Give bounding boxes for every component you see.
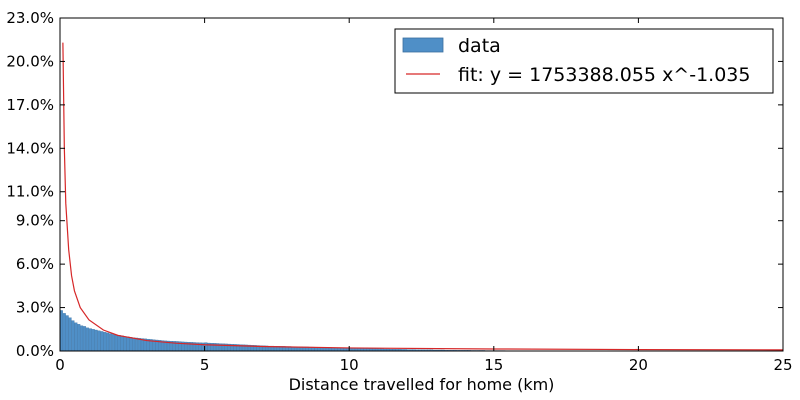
bar <box>129 337 133 352</box>
y-tick-label: 0.0% <box>16 342 54 360</box>
bar <box>100 331 104 352</box>
bar <box>94 329 98 352</box>
y-axis: 0.0% 3.0% 6.0% 9.0% 11.0% 14.0% 17.0% 20.0% 23.0… <box>6 9 783 360</box>
y-tick-label: 14.0% <box>6 139 54 157</box>
bar <box>97 330 101 352</box>
x-axis-title: Distance travelled for home (km) <box>289 375 555 394</box>
y-tick-label: 9.0% <box>16 212 54 230</box>
bar <box>111 334 115 352</box>
bar <box>207 342 211 352</box>
y-tick-label: 20.0% <box>6 52 54 70</box>
bar <box>120 335 124 352</box>
bar <box>68 317 72 352</box>
x-tick-label: 0 <box>55 356 65 374</box>
bar <box>103 332 107 352</box>
legend: data fit: y = 1753388.055 x^-1.035 <box>394 28 774 94</box>
plot-frame <box>59 17 784 352</box>
bar <box>135 337 139 352</box>
bar <box>91 329 95 352</box>
bar <box>137 338 141 352</box>
y-tick-label: 3.0% <box>16 299 54 317</box>
bar <box>82 326 87 352</box>
fit-line <box>62 42 784 351</box>
bar <box>65 315 69 352</box>
bar <box>114 334 118 352</box>
legend-swatch-data <box>402 37 444 53</box>
bar <box>210 343 214 352</box>
bar <box>74 322 78 352</box>
y-tick-label: 11.0% <box>6 183 54 201</box>
bar <box>109 333 113 352</box>
x-tick-label: 15 <box>484 356 503 374</box>
bar <box>85 327 89 352</box>
plot-area <box>59 17 784 352</box>
bar <box>132 337 136 352</box>
bar <box>77 324 81 352</box>
bar <box>88 328 92 352</box>
bar <box>117 335 121 352</box>
bar <box>126 336 130 352</box>
y-tick-label: 6.0% <box>16 255 54 273</box>
x-tick-label: 10 <box>340 356 359 374</box>
x-tick-label: 5 <box>200 356 210 374</box>
legend-label-data: data <box>458 35 501 57</box>
x-tick-label: 20 <box>629 356 648 374</box>
bar <box>106 332 110 352</box>
bar <box>123 336 127 352</box>
legend-label-fit: fit: y = 1753388.055 x^-1.035 <box>458 64 750 86</box>
bar <box>71 320 75 352</box>
y-tick-label: 17.0% <box>6 96 54 114</box>
histogram-bars <box>59 310 781 352</box>
x-tick-label: 25 <box>773 356 792 374</box>
x-axis: 0 5 10 15 20 25 <box>55 18 793 374</box>
bar <box>62 313 66 352</box>
y-tick-label: 23.0% <box>6 9 54 27</box>
legend-box <box>394 28 774 94</box>
bar <box>80 325 84 352</box>
